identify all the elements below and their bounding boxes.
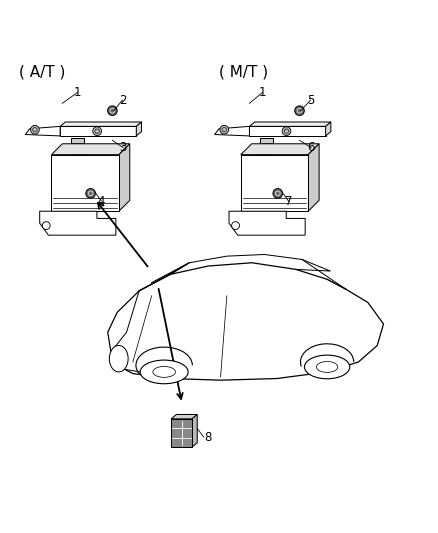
Polygon shape: [229, 211, 305, 235]
Ellipse shape: [304, 355, 350, 379]
Polygon shape: [308, 144, 319, 211]
Polygon shape: [260, 138, 273, 148]
Polygon shape: [262, 148, 271, 155]
Ellipse shape: [110, 345, 128, 372]
Circle shape: [282, 127, 291, 135]
Text: 6: 6: [307, 141, 315, 154]
Circle shape: [295, 106, 304, 116]
Text: 1: 1: [259, 86, 266, 99]
Polygon shape: [60, 122, 141, 126]
Polygon shape: [119, 144, 130, 211]
Polygon shape: [192, 415, 197, 447]
Circle shape: [86, 189, 95, 198]
Polygon shape: [40, 211, 116, 235]
Ellipse shape: [140, 360, 188, 384]
Text: 2: 2: [119, 94, 126, 107]
Circle shape: [93, 127, 102, 135]
Polygon shape: [51, 144, 130, 155]
Text: 4: 4: [98, 195, 105, 208]
Polygon shape: [241, 144, 319, 155]
Polygon shape: [108, 263, 384, 380]
Polygon shape: [215, 126, 250, 136]
Circle shape: [273, 189, 283, 198]
Circle shape: [31, 125, 39, 134]
Polygon shape: [51, 155, 119, 211]
Circle shape: [220, 125, 229, 134]
Polygon shape: [241, 155, 308, 211]
Circle shape: [232, 222, 240, 230]
Text: 3: 3: [120, 141, 127, 154]
Polygon shape: [136, 122, 141, 136]
Text: 1: 1: [74, 86, 81, 99]
Polygon shape: [71, 138, 84, 148]
Polygon shape: [325, 122, 331, 136]
Polygon shape: [250, 122, 331, 126]
Text: 8: 8: [205, 431, 212, 443]
Polygon shape: [60, 126, 136, 136]
Text: 7: 7: [285, 195, 293, 208]
Text: ( M/T ): ( M/T ): [219, 64, 268, 79]
Polygon shape: [73, 148, 82, 155]
Polygon shape: [25, 126, 60, 136]
Circle shape: [108, 106, 117, 116]
Text: ( A/T ): ( A/T ): [19, 64, 65, 79]
Polygon shape: [250, 126, 325, 136]
Polygon shape: [171, 415, 197, 419]
Text: 5: 5: [307, 94, 314, 107]
Polygon shape: [171, 419, 192, 447]
Circle shape: [42, 222, 50, 230]
